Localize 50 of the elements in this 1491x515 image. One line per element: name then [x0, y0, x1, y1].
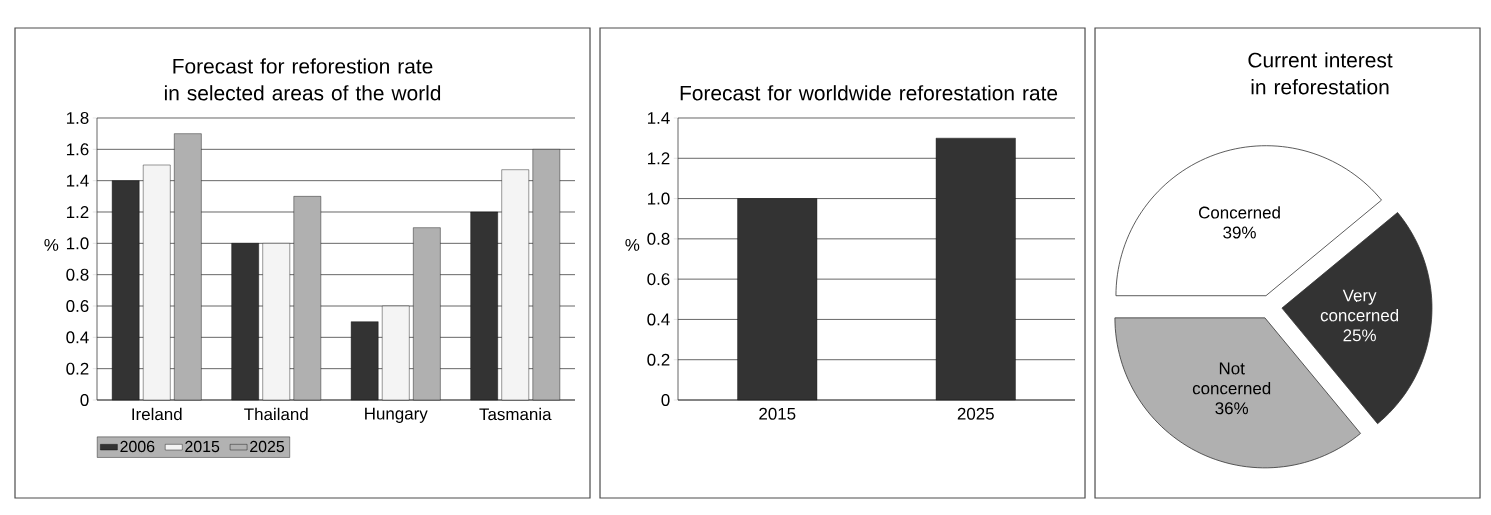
bar [501, 169, 529, 401]
y-tick-label: 0 [661, 394, 670, 406]
bar [174, 133, 202, 401]
y-tick-label: 0.2 [647, 353, 670, 366]
data-label: 25% [1343, 329, 1376, 342]
bar [262, 243, 290, 401]
y-tick-label: 1.6 [66, 143, 89, 156]
slice-label: Concerned [1198, 206, 1280, 219]
y-tick-label: 0.8 [647, 232, 670, 245]
bar [350, 321, 379, 401]
y-tick-label: 1.0 [647, 192, 670, 205]
bar [231, 243, 259, 401]
x-tick-label: Thailand [244, 407, 308, 421]
y-tick-label: 0.8 [66, 268, 89, 281]
y-tick-label: 1.0 [66, 237, 89, 250]
data-label: 36% [1215, 402, 1249, 415]
bar [143, 164, 171, 401]
y-tick-label: 1.4 [66, 174, 89, 187]
data-label: 39% [1223, 226, 1256, 239]
y-tick-label: 0.4 [66, 331, 89, 344]
y-tick-label: 0.6 [647, 273, 670, 286]
y-tick-label: 1.8 [66, 112, 89, 124]
y-tick-label: 0 [80, 394, 89, 406]
slice-label: Not concerned [1192, 362, 1271, 395]
y-axis-title: % [44, 238, 59, 251]
chart-title: Forecast for reforestion rate in selected areas of the world [164, 58, 441, 101]
bar [413, 227, 441, 401]
y-tick-label: 1.4 [647, 112, 670, 124]
bar [532, 149, 561, 401]
legend-label: 2015 [185, 440, 220, 453]
chart-title: Current interest in reforestation [1248, 52, 1393, 95]
y-axis-title: % [625, 238, 640, 251]
bar [470, 211, 498, 401]
legend-label: 2025 [250, 440, 285, 453]
legend-label: 2006 [120, 440, 155, 453]
x-tick-label: Ireland [132, 407, 182, 421]
y-tick-label: 0.4 [647, 313, 670, 326]
bar [293, 196, 322, 401]
y-tick-label: 0.2 [66, 362, 89, 375]
y-tick-label: 1.2 [66, 206, 89, 218]
bar [382, 305, 410, 401]
x-tick-label: 2015 [759, 407, 796, 420]
x-tick-label: 2025 [957, 407, 994, 420]
bar [111, 180, 140, 401]
x-tick-label: Hungary [365, 407, 428, 423]
x-tick-label: Tasmania [479, 407, 552, 421]
y-tick-label: 1.2 [647, 152, 670, 165]
slice-label: Very concerned [1320, 289, 1399, 322]
chart-title: Forecast for worldwide reforestation rate [680, 85, 1058, 101]
y-tick-label: 0.6 [66, 300, 89, 312]
